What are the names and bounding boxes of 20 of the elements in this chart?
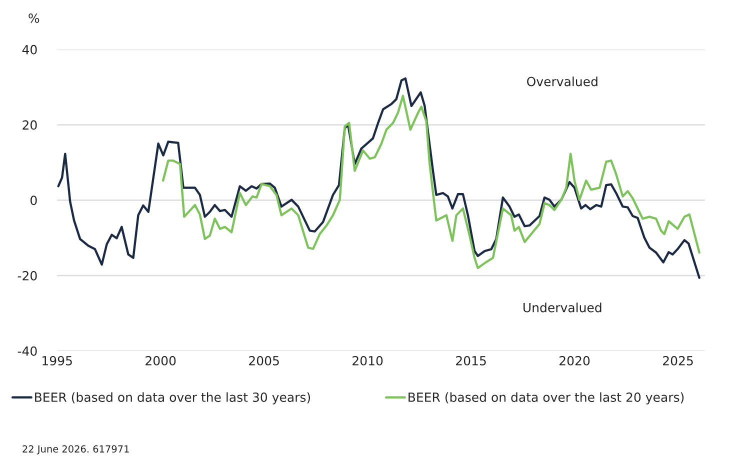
text: 22 June 2026. 617971: [22, 445, 129, 454]
line-series: [162, 94, 700, 270]
legend-label: BEER (based on data over the last 30 years): [35, 392, 310, 404]
x-tick-label: 2010: [352, 356, 383, 366]
line-series: [57, 77, 700, 279]
x-tick-label: 2005: [249, 356, 279, 366]
y-tick-label: 0: [30, 196, 37, 206]
y-axis-title: %: [28, 13, 40, 23]
x-tick-label: 2025: [663, 356, 693, 366]
annotation: Undervalued: [524, 302, 602, 312]
x-tick-label: 2020: [560, 356, 590, 366]
y-tick-label: -20: [18, 271, 37, 280]
x-tick-label: 1995: [42, 356, 72, 366]
x-tick-label: 2000: [146, 356, 176, 366]
legend-label: BEER (based on data over the last 20 years): [408, 392, 684, 404]
x-tick-label: 2015: [456, 356, 486, 366]
annotation: Overvalued: [527, 76, 598, 86]
y-tick-label: 40: [22, 44, 37, 54]
y-tick-label: -40: [18, 346, 37, 356]
y-tick-label: 20: [22, 120, 37, 130]
